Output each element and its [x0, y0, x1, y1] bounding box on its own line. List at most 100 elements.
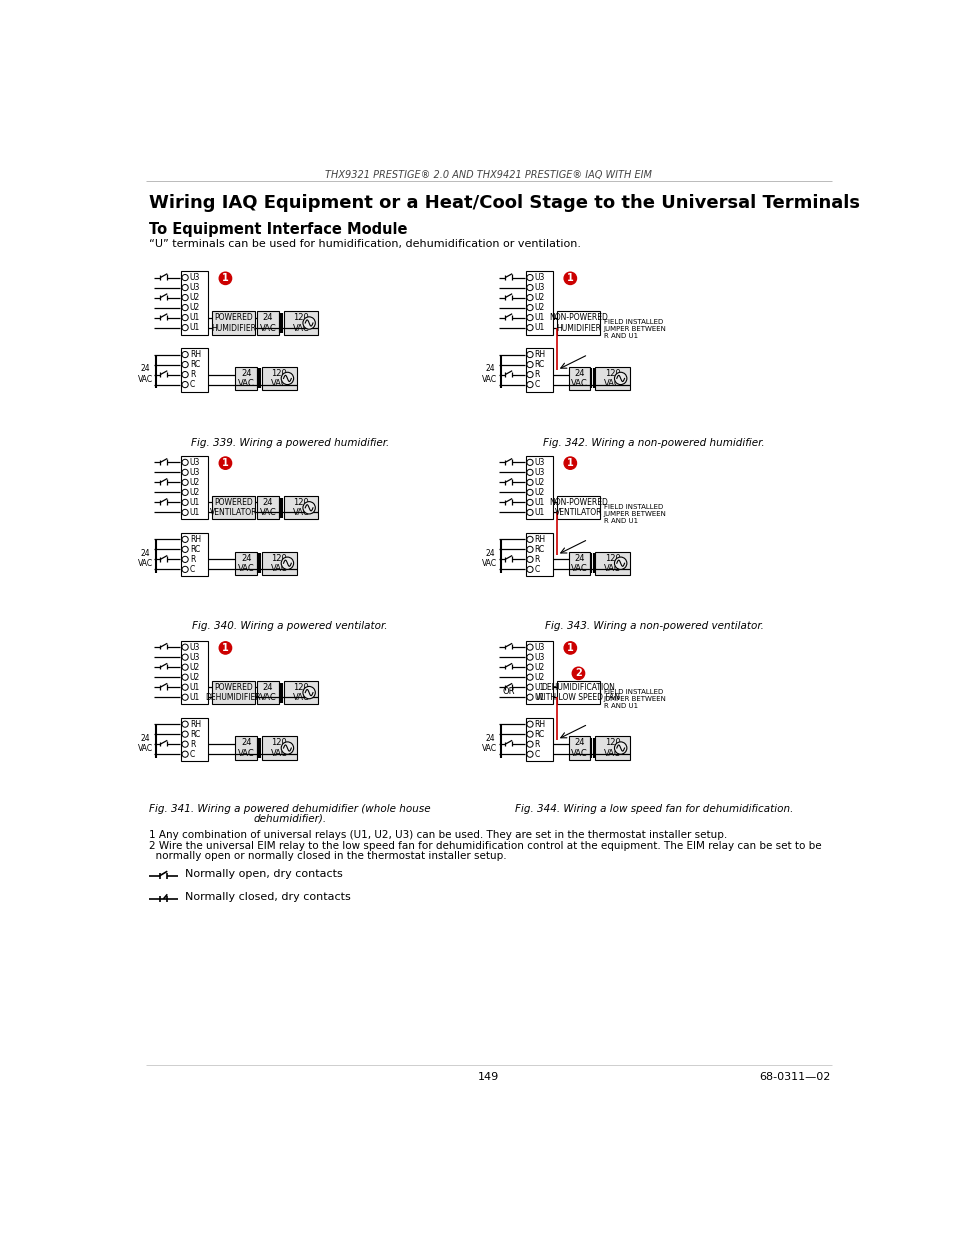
- Text: 120
VAC: 120 VAC: [293, 314, 309, 332]
- Bar: [212, 496, 254, 520]
- Circle shape: [526, 352, 533, 358]
- Text: Fig. 341. Wiring a powered dehumidifier (whole house: Fig. 341. Wiring a powered dehumidifier …: [149, 804, 430, 814]
- Bar: [257, 496, 278, 520]
- Circle shape: [526, 305, 533, 311]
- Circle shape: [614, 742, 626, 755]
- Bar: [181, 718, 208, 761]
- Bar: [181, 456, 208, 520]
- Text: Fig. 340. Wiring a powered ventilator.: Fig. 340. Wiring a powered ventilator.: [192, 621, 387, 631]
- Text: 1: 1: [222, 458, 229, 468]
- Text: 120
VAC: 120 VAC: [603, 553, 620, 573]
- Text: 2 Wire the universal EIM relay to the low speed fan for dehumidification control: 2 Wire the universal EIM relay to the lo…: [149, 841, 821, 851]
- Bar: [568, 367, 590, 390]
- Circle shape: [182, 294, 188, 300]
- Circle shape: [219, 272, 232, 284]
- Text: RC: RC: [190, 361, 200, 369]
- Circle shape: [182, 751, 188, 757]
- Text: R: R: [190, 370, 195, 379]
- Text: POWERED
VENTILATOR: POWERED VENTILATOR: [210, 498, 257, 517]
- Circle shape: [182, 645, 188, 651]
- Text: RH: RH: [534, 720, 545, 729]
- Text: Fig. 339. Wiring a powered humidifier.: Fig. 339. Wiring a powered humidifier.: [191, 437, 389, 448]
- Circle shape: [526, 664, 533, 671]
- Circle shape: [182, 721, 188, 727]
- Circle shape: [563, 457, 576, 469]
- Bar: [557, 311, 599, 335]
- Text: 24
VAC: 24 VAC: [482, 548, 497, 568]
- Circle shape: [303, 501, 315, 514]
- Text: POWERED
DEHUMIDIFIER: POWERED DEHUMIDIFIER: [206, 683, 261, 703]
- Circle shape: [526, 489, 533, 495]
- Bar: [283, 311, 318, 335]
- Circle shape: [572, 667, 584, 679]
- Text: U3: U3: [190, 283, 200, 291]
- Circle shape: [182, 567, 188, 573]
- Circle shape: [526, 741, 533, 747]
- Text: U2: U2: [534, 663, 544, 672]
- Circle shape: [182, 741, 188, 747]
- Circle shape: [182, 546, 188, 552]
- Bar: [283, 680, 318, 704]
- Text: 24
VAC: 24 VAC: [137, 548, 152, 568]
- Circle shape: [526, 751, 533, 757]
- Circle shape: [526, 721, 533, 727]
- Text: NON-POWERED
HUMIDIFIER: NON-POWERED HUMIDIFIER: [548, 314, 607, 332]
- Text: RC: RC: [190, 545, 200, 553]
- Text: U1: U1: [190, 324, 200, 332]
- Text: To Equipment Interface Module: To Equipment Interface Module: [149, 222, 407, 237]
- Text: U2: U2: [534, 673, 544, 682]
- Bar: [181, 641, 208, 704]
- Circle shape: [182, 674, 188, 680]
- Circle shape: [219, 642, 232, 655]
- Text: U1: U1: [190, 498, 200, 506]
- Text: U2: U2: [534, 478, 544, 487]
- Text: U1: U1: [534, 508, 544, 517]
- Bar: [557, 680, 599, 704]
- Circle shape: [526, 674, 533, 680]
- Circle shape: [303, 687, 315, 699]
- Circle shape: [281, 742, 294, 755]
- Text: 24
VAC: 24 VAC: [482, 364, 497, 384]
- Circle shape: [526, 362, 533, 368]
- Text: U2: U2: [190, 293, 200, 303]
- Text: R: R: [534, 370, 539, 379]
- Text: 120
VAC: 120 VAC: [603, 739, 620, 758]
- Circle shape: [526, 655, 533, 661]
- Text: 120
VAC: 120 VAC: [271, 739, 288, 758]
- Text: NON-POWERED
VENTILATOR: NON-POWERED VENTILATOR: [548, 498, 607, 517]
- Text: U3: U3: [190, 458, 200, 467]
- Text: U3: U3: [190, 642, 200, 652]
- Text: Normally closed, dry contacts: Normally closed, dry contacts: [185, 893, 351, 903]
- Text: C: C: [534, 564, 539, 574]
- Text: U3: U3: [534, 283, 544, 291]
- Text: 24
VAC: 24 VAC: [237, 739, 254, 758]
- Circle shape: [182, 305, 188, 311]
- Bar: [525, 641, 553, 704]
- Text: 1: 1: [566, 643, 573, 653]
- Text: U1: U1: [190, 693, 200, 701]
- Text: C: C: [190, 750, 194, 758]
- Circle shape: [526, 315, 533, 321]
- Circle shape: [182, 509, 188, 515]
- Text: 24
VAC: 24 VAC: [259, 498, 276, 517]
- Bar: [235, 736, 257, 760]
- Bar: [557, 496, 599, 520]
- Text: RH: RH: [534, 535, 545, 543]
- Circle shape: [526, 645, 533, 651]
- Circle shape: [526, 479, 533, 485]
- Text: FIELD INSTALLED
JUMPER BETWEEN
R AND U1: FIELD INSTALLED JUMPER BETWEEN R AND U1: [603, 689, 666, 709]
- Bar: [181, 348, 208, 391]
- Text: FIELD INSTALLED
JUMPER BETWEEN
R AND U1: FIELD INSTALLED JUMPER BETWEEN R AND U1: [603, 504, 666, 524]
- Text: 68-0311—02: 68-0311—02: [759, 1072, 830, 1082]
- Text: U2: U2: [190, 488, 200, 496]
- Bar: [525, 348, 553, 391]
- Text: U2: U2: [190, 478, 200, 487]
- Text: U2: U2: [534, 293, 544, 303]
- Circle shape: [281, 372, 294, 384]
- Circle shape: [182, 489, 188, 495]
- Text: U2: U2: [190, 303, 200, 312]
- Text: “U” terminals can be used for humidification, dehumidification or ventilation.: “U” terminals can be used for humidifica…: [149, 240, 580, 249]
- Text: R: R: [190, 555, 195, 564]
- Text: U2: U2: [190, 663, 200, 672]
- Text: RC: RC: [190, 730, 200, 739]
